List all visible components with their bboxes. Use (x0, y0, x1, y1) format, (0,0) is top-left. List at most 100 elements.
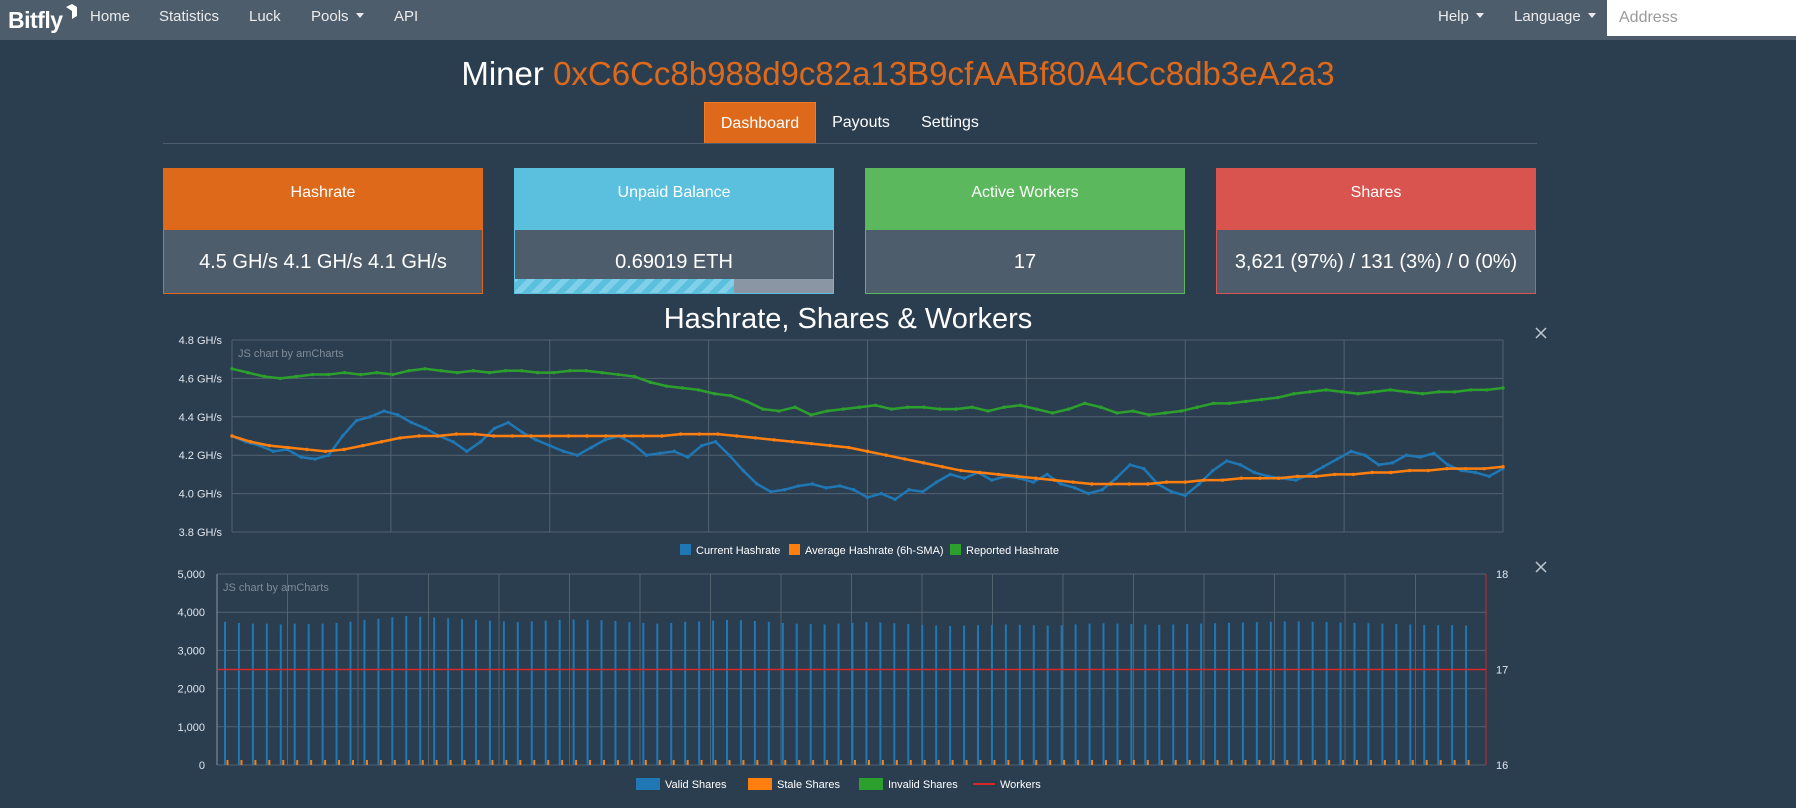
legend-label: Current Hashrate (696, 545, 780, 557)
stale-share-bar (1035, 759, 1038, 765)
stale-share-bar (421, 759, 424, 765)
data-point (534, 438, 538, 442)
nav-statistics[interactable]: Statistics (159, 8, 220, 25)
data-point (548, 443, 552, 448)
chevron-down-icon (1475, 12, 1484, 18)
data-point (700, 443, 704, 448)
nav-language-dropdown[interactable]: Language (1514, 0, 1596, 33)
y-tick-label: 4.8 GH/s (179, 335, 223, 347)
valid-share-bar (628, 622, 631, 765)
y-tick-label: 2,000 (177, 684, 205, 696)
unpaid-balance-value: 0.69019 ETH (615, 251, 733, 273)
y-right-tick-label: 17 (1496, 665, 1508, 677)
data-point (782, 488, 787, 492)
data-point (1050, 411, 1055, 415)
data-point (471, 369, 476, 373)
valid-share-bar (781, 622, 784, 765)
y-axis-ticks: 4.8 GH/s 4.6 GH/s 4.4 GH/s 4.2 GH/s 4.0 GH/s… (179, 335, 223, 539)
stale-share-bar (324, 759, 327, 765)
valid-share-bar (767, 621, 770, 765)
valid-share-bar (1437, 625, 1440, 765)
valid-share-bar (1465, 625, 1468, 765)
brand-text: Bitfly (8, 6, 63, 33)
tab-settings[interactable]: Settings (921, 114, 979, 131)
data-point (934, 480, 939, 484)
data-point (644, 453, 649, 457)
data-point (1127, 482, 1131, 486)
nav-home[interactable]: Home (90, 8, 131, 25)
valid-share-bar (1060, 625, 1063, 765)
data-point (454, 432, 458, 436)
data-point (810, 482, 814, 486)
data-point (630, 441, 635, 446)
stale-share-bar (1314, 759, 1317, 765)
nav-luck[interactable]: Luck (249, 8, 281, 25)
valid-share-bar (544, 620, 547, 765)
valid-share-bar (1381, 623, 1384, 765)
data-point (959, 468, 963, 473)
stale-share-bar (1160, 759, 1163, 765)
data-point (1432, 451, 1436, 455)
valid-share-bar (851, 622, 854, 765)
valid-share-bar (335, 622, 338, 765)
data-point (451, 440, 455, 444)
data-point (1179, 409, 1183, 413)
tab-dashboard[interactable]: Dashboard (704, 102, 816, 143)
stale-share-bar (1272, 759, 1275, 765)
close-icon[interactable] (1534, 560, 1548, 574)
data-point (1363, 453, 1367, 457)
valid-share-bar (391, 617, 394, 765)
data-point (1128, 463, 1132, 467)
data-point (391, 372, 395, 377)
close-icon[interactable] (1534, 326, 1548, 340)
navbar: Bitfly Home Statistics Luck Pools API He… (0, 0, 1796, 40)
data-point (520, 430, 524, 434)
data-point (1071, 480, 1075, 484)
data-point (753, 436, 758, 440)
data-point (1388, 388, 1393, 392)
data-point (879, 491, 884, 496)
stale-share-bar (700, 759, 703, 765)
data-point (326, 372, 331, 377)
data-point (604, 434, 608, 438)
nav-api[interactable]: API (394, 8, 419, 25)
valid-share-bar (586, 619, 589, 765)
y-right-tick-label: 18 (1496, 569, 1508, 581)
tab-payouts[interactable]: Payouts (832, 114, 890, 131)
stale-share-bar (770, 759, 773, 765)
data-point (1473, 470, 1478, 475)
address-search-input[interactable] (1607, 0, 1796, 36)
data-point (658, 451, 662, 455)
valid-share-bar (1353, 622, 1356, 765)
data-point (600, 370, 604, 375)
valid-share-bar (1241, 622, 1244, 765)
data-point (712, 392, 717, 396)
valid-share-bar (726, 619, 728, 765)
data-point (761, 407, 765, 411)
nav-help-dropdown[interactable]: Help (1438, 0, 1484, 33)
nav-pools-dropdown[interactable]: Pools (311, 0, 364, 33)
valid-share-bar (321, 623, 324, 765)
stale-share-bar (616, 759, 619, 765)
shares-title: Shares (1217, 169, 1535, 230)
stale-share-bar (1356, 759, 1358, 765)
valid-share-bar (670, 622, 673, 765)
stale-share-bar (1007, 759, 1010, 765)
data-point (1108, 482, 1113, 486)
data-point (1321, 465, 1326, 469)
data-point (1501, 465, 1505, 469)
data-point (409, 420, 414, 425)
data-point (1115, 411, 1119, 415)
data-point (1404, 453, 1408, 457)
valid-share-bar (739, 620, 742, 765)
data-point (1243, 399, 1248, 404)
data-point (1453, 390, 1457, 394)
data-point (884, 453, 888, 457)
data-point (246, 370, 250, 375)
stale-share-bar (756, 759, 759, 765)
brand-logo[interactable]: Bitfly (8, 4, 78, 35)
stale-share-bar (1077, 759, 1080, 765)
valid-share-bar (684, 621, 687, 765)
data-point (865, 495, 870, 500)
data-point (1469, 388, 1473, 392)
